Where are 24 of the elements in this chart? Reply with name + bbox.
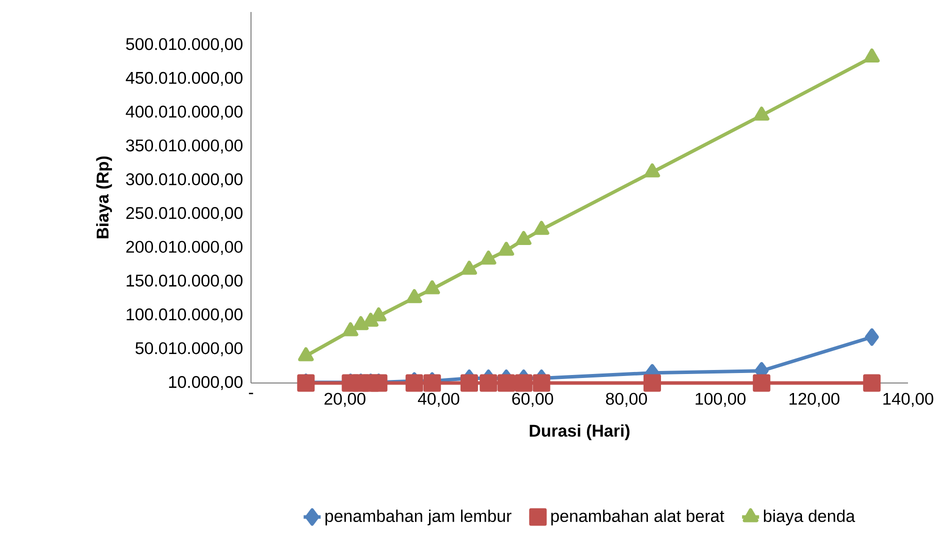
y-tick-label: 200.010.000,00 [126, 240, 242, 255]
x-tick-label: 100,00 [696, 392, 746, 407]
y-tick-label: 10.000,00 [169, 376, 242, 390]
x-tick-label: 60,00 [512, 392, 554, 407]
y-tick-label: 150.010.000,00 [126, 274, 242, 289]
x-tick-label: 40,00 [418, 392, 460, 407]
x-tick-label: 20,00 [324, 392, 366, 407]
x-tick-label: 140,00 [883, 392, 934, 407]
y-axis-title: Biaya (Rp) [96, 156, 112, 238]
legend-label: penambahan jam lembur [325, 510, 512, 526]
legend-label: biaya denda [764, 510, 856, 526]
y-tick-label: 300.010.000,00 [126, 173, 242, 188]
y-tick-label: 450.010.000,00 [126, 72, 242, 86]
y-tick-label: 250.010.000,00 [126, 207, 242, 222]
x-axis-title: Durasi (Hari) [530, 424, 630, 440]
x-tick-label: 80,00 [606, 392, 647, 407]
legend-label: penambahan alat berat [551, 510, 724, 526]
y-tick-label: 50.010.000,00 [136, 342, 242, 356]
y-tick-label: 500.010.000,00 [126, 38, 242, 52]
y-tick-label: 350.010.000,00 [126, 139, 242, 154]
y-tick-label: 100.010.000,00 [126, 308, 242, 322]
x-tick-label: - [248, 392, 254, 394]
y-tick-label: 400.010.000,00 [126, 106, 242, 120]
x-tick-label: 120,00 [790, 392, 840, 407]
